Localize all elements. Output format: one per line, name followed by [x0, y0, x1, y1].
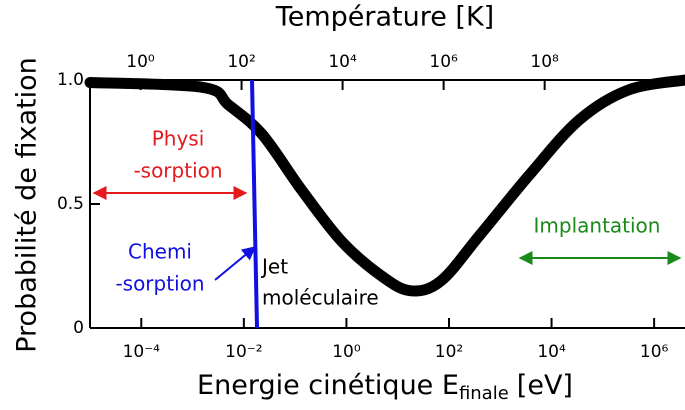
- x-label-unit: [eV]: [517, 370, 573, 401]
- physi-label: -sorption: [133, 159, 222, 183]
- implantation-label: Implantation: [534, 214, 661, 238]
- y-tick-label: 0.5: [57, 194, 84, 214]
- x-tick-label: 10⁴: [537, 342, 566, 362]
- physi-label: Physi: [152, 127, 205, 151]
- x-tick-label: 10²: [435, 342, 463, 362]
- y-tick-label: 1.0: [57, 70, 84, 90]
- x2-tick-label: 10²: [227, 52, 255, 72]
- x2-tick-label: 10⁰: [126, 52, 155, 72]
- y-axis-label: Probabilité de fixation: [12, 57, 43, 353]
- x-tick-label: 10⁻²: [225, 342, 262, 362]
- x-tick-label: 10⁰: [332, 342, 361, 362]
- x-axis-label: Energie cinétique Efinale [eV]: [197, 370, 573, 405]
- y-tick-label: 0: [73, 318, 84, 338]
- boundary-line: [250, 79, 259, 329]
- jet-label: Jet: [260, 255, 288, 279]
- x-tick-label: 10⁻⁴: [123, 342, 161, 362]
- x2-tick-label: 10⁴: [328, 52, 357, 72]
- jet-label: moléculaire: [262, 286, 379, 310]
- chemi-label: Chemi: [128, 240, 192, 264]
- curve: [84, 74, 685, 297]
- chemi-arrow: [214, 246, 257, 281]
- chemi-label: -sorption: [115, 272, 204, 296]
- x2-tick-label: 10⁶: [429, 52, 458, 72]
- x2-tick-label: 10⁸: [530, 52, 559, 72]
- x-tick-label: 10⁶: [640, 342, 669, 362]
- x-label-main: Energie cinétique E: [197, 370, 459, 401]
- x-label-sub: finale: [459, 383, 509, 404]
- top-axis-label: Température [K]: [275, 2, 494, 33]
